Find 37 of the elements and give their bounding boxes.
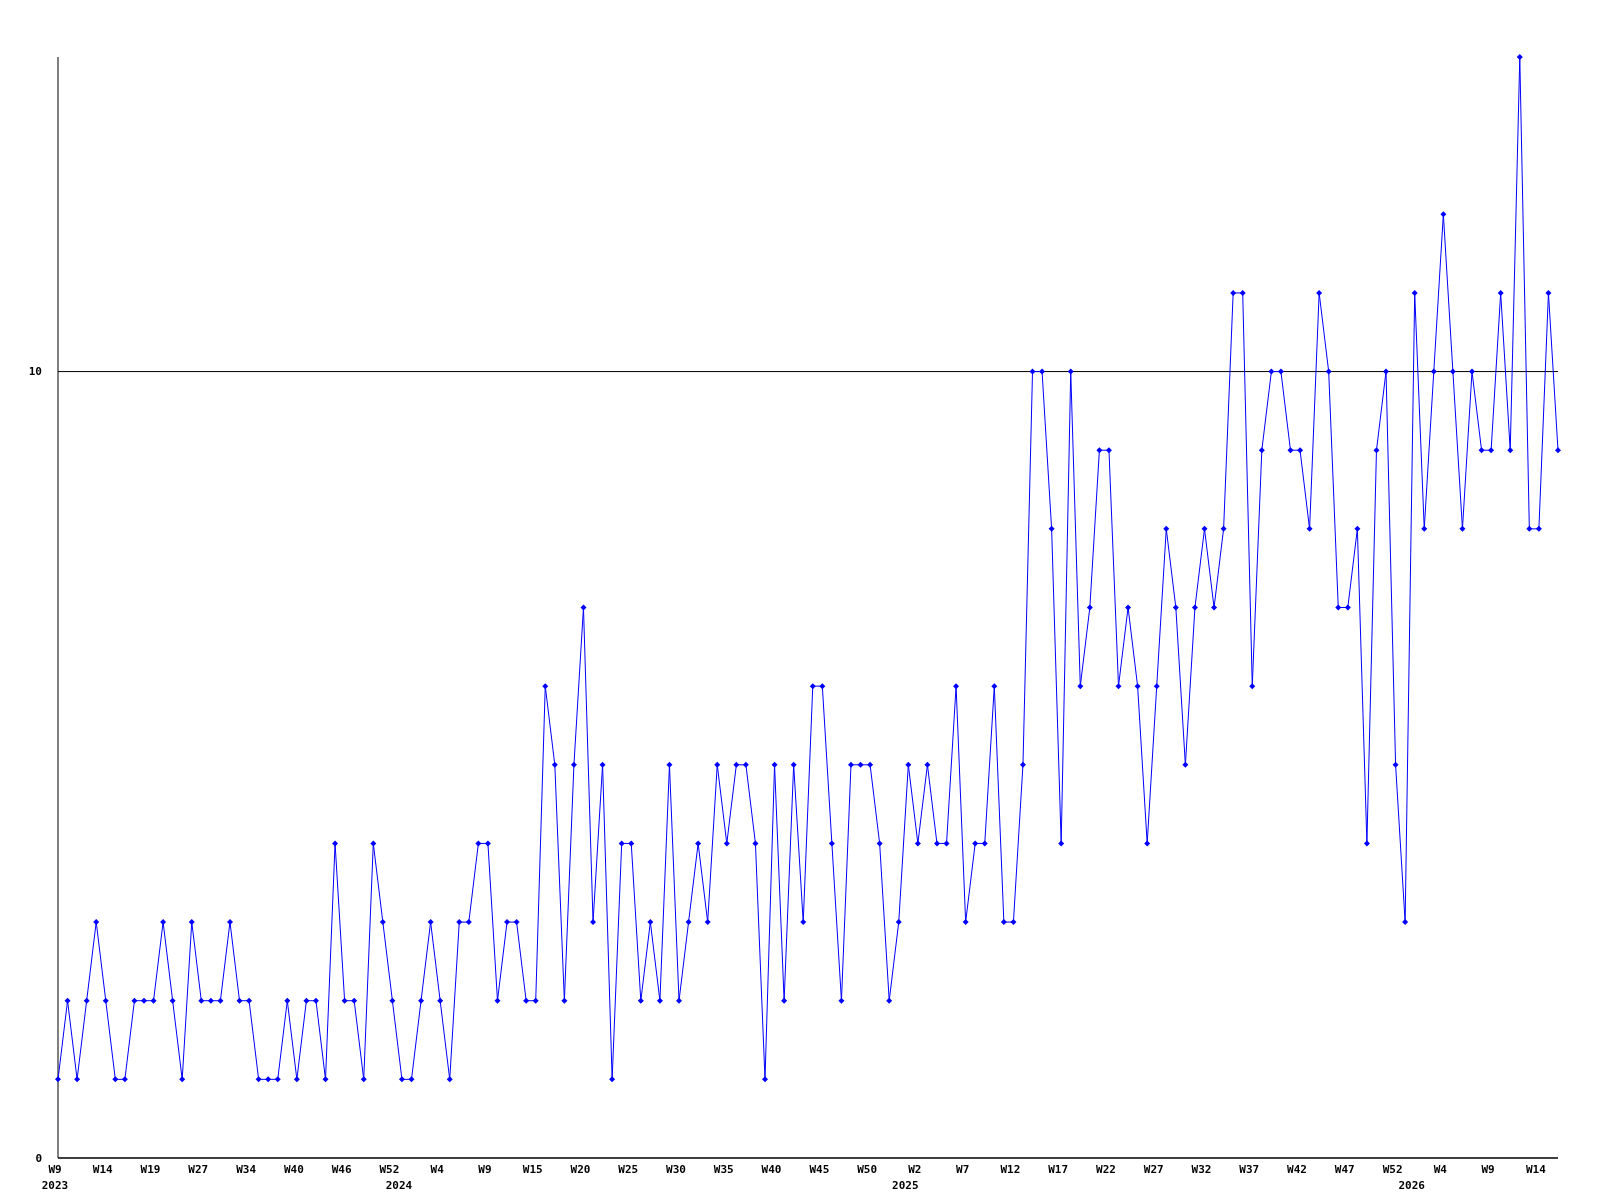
y-tick-label: 0 bbox=[35, 1151, 42, 1165]
x-tick-label: W35 bbox=[713, 1163, 734, 1176]
x-tick-label: W9 bbox=[478, 1163, 492, 1176]
x-tick-label: W14 bbox=[92, 1163, 114, 1176]
x-tick-label: W37 bbox=[1239, 1163, 1260, 1176]
x-tick-label: W40 bbox=[283, 1163, 304, 1176]
x-tick-label: W15 bbox=[522, 1163, 543, 1176]
x-tick-label: W9 bbox=[1481, 1163, 1495, 1176]
x-tick-label: W42 bbox=[1287, 1163, 1307, 1176]
x-tick-label: W52 bbox=[379, 1163, 400, 1176]
x-tick-label: W12 bbox=[1000, 1163, 1021, 1176]
x-tick-label: W4 bbox=[1433, 1163, 1448, 1176]
x-tick-label: W22 bbox=[1096, 1163, 1116, 1176]
x-tick-label: W52 bbox=[1382, 1163, 1403, 1176]
x-tick-label: W34 bbox=[236, 1163, 257, 1176]
x-tick-label: W17 bbox=[1048, 1163, 1069, 1176]
x-tick-label: 2024 bbox=[385, 1179, 413, 1192]
x-tick-label: W50 bbox=[857, 1163, 878, 1176]
y-tick-label: 10 bbox=[28, 365, 42, 379]
x-tick-label: W4 bbox=[430, 1163, 445, 1176]
x-tick-label: W32 bbox=[1191, 1163, 1212, 1176]
x-tick-label: W2 bbox=[908, 1163, 922, 1176]
x-tick-label: 2026 bbox=[1398, 1179, 1426, 1192]
x-tick-label: W40 bbox=[761, 1163, 782, 1176]
x-tick-label: 2025 bbox=[892, 1179, 919, 1192]
x-tick-label: W47 bbox=[1334, 1163, 1355, 1176]
x-tick-label: W19 bbox=[140, 1163, 161, 1176]
x-tick-label: W7 bbox=[956, 1163, 970, 1176]
x-tick-label: W27 bbox=[1143, 1163, 1164, 1176]
x-tick-label: W14 bbox=[1525, 1163, 1547, 1176]
x-tick-label: W46 bbox=[331, 1163, 352, 1176]
x-tick-label: W45 bbox=[809, 1163, 830, 1176]
x-tick-label: W25 bbox=[618, 1163, 639, 1176]
x-tick-label: W20 bbox=[570, 1163, 591, 1176]
x-tick-label: W9 2023 bbox=[41, 1163, 69, 1192]
x-tick-label: W27 bbox=[188, 1163, 209, 1176]
x-tick-label: W30 bbox=[666, 1163, 686, 1176]
